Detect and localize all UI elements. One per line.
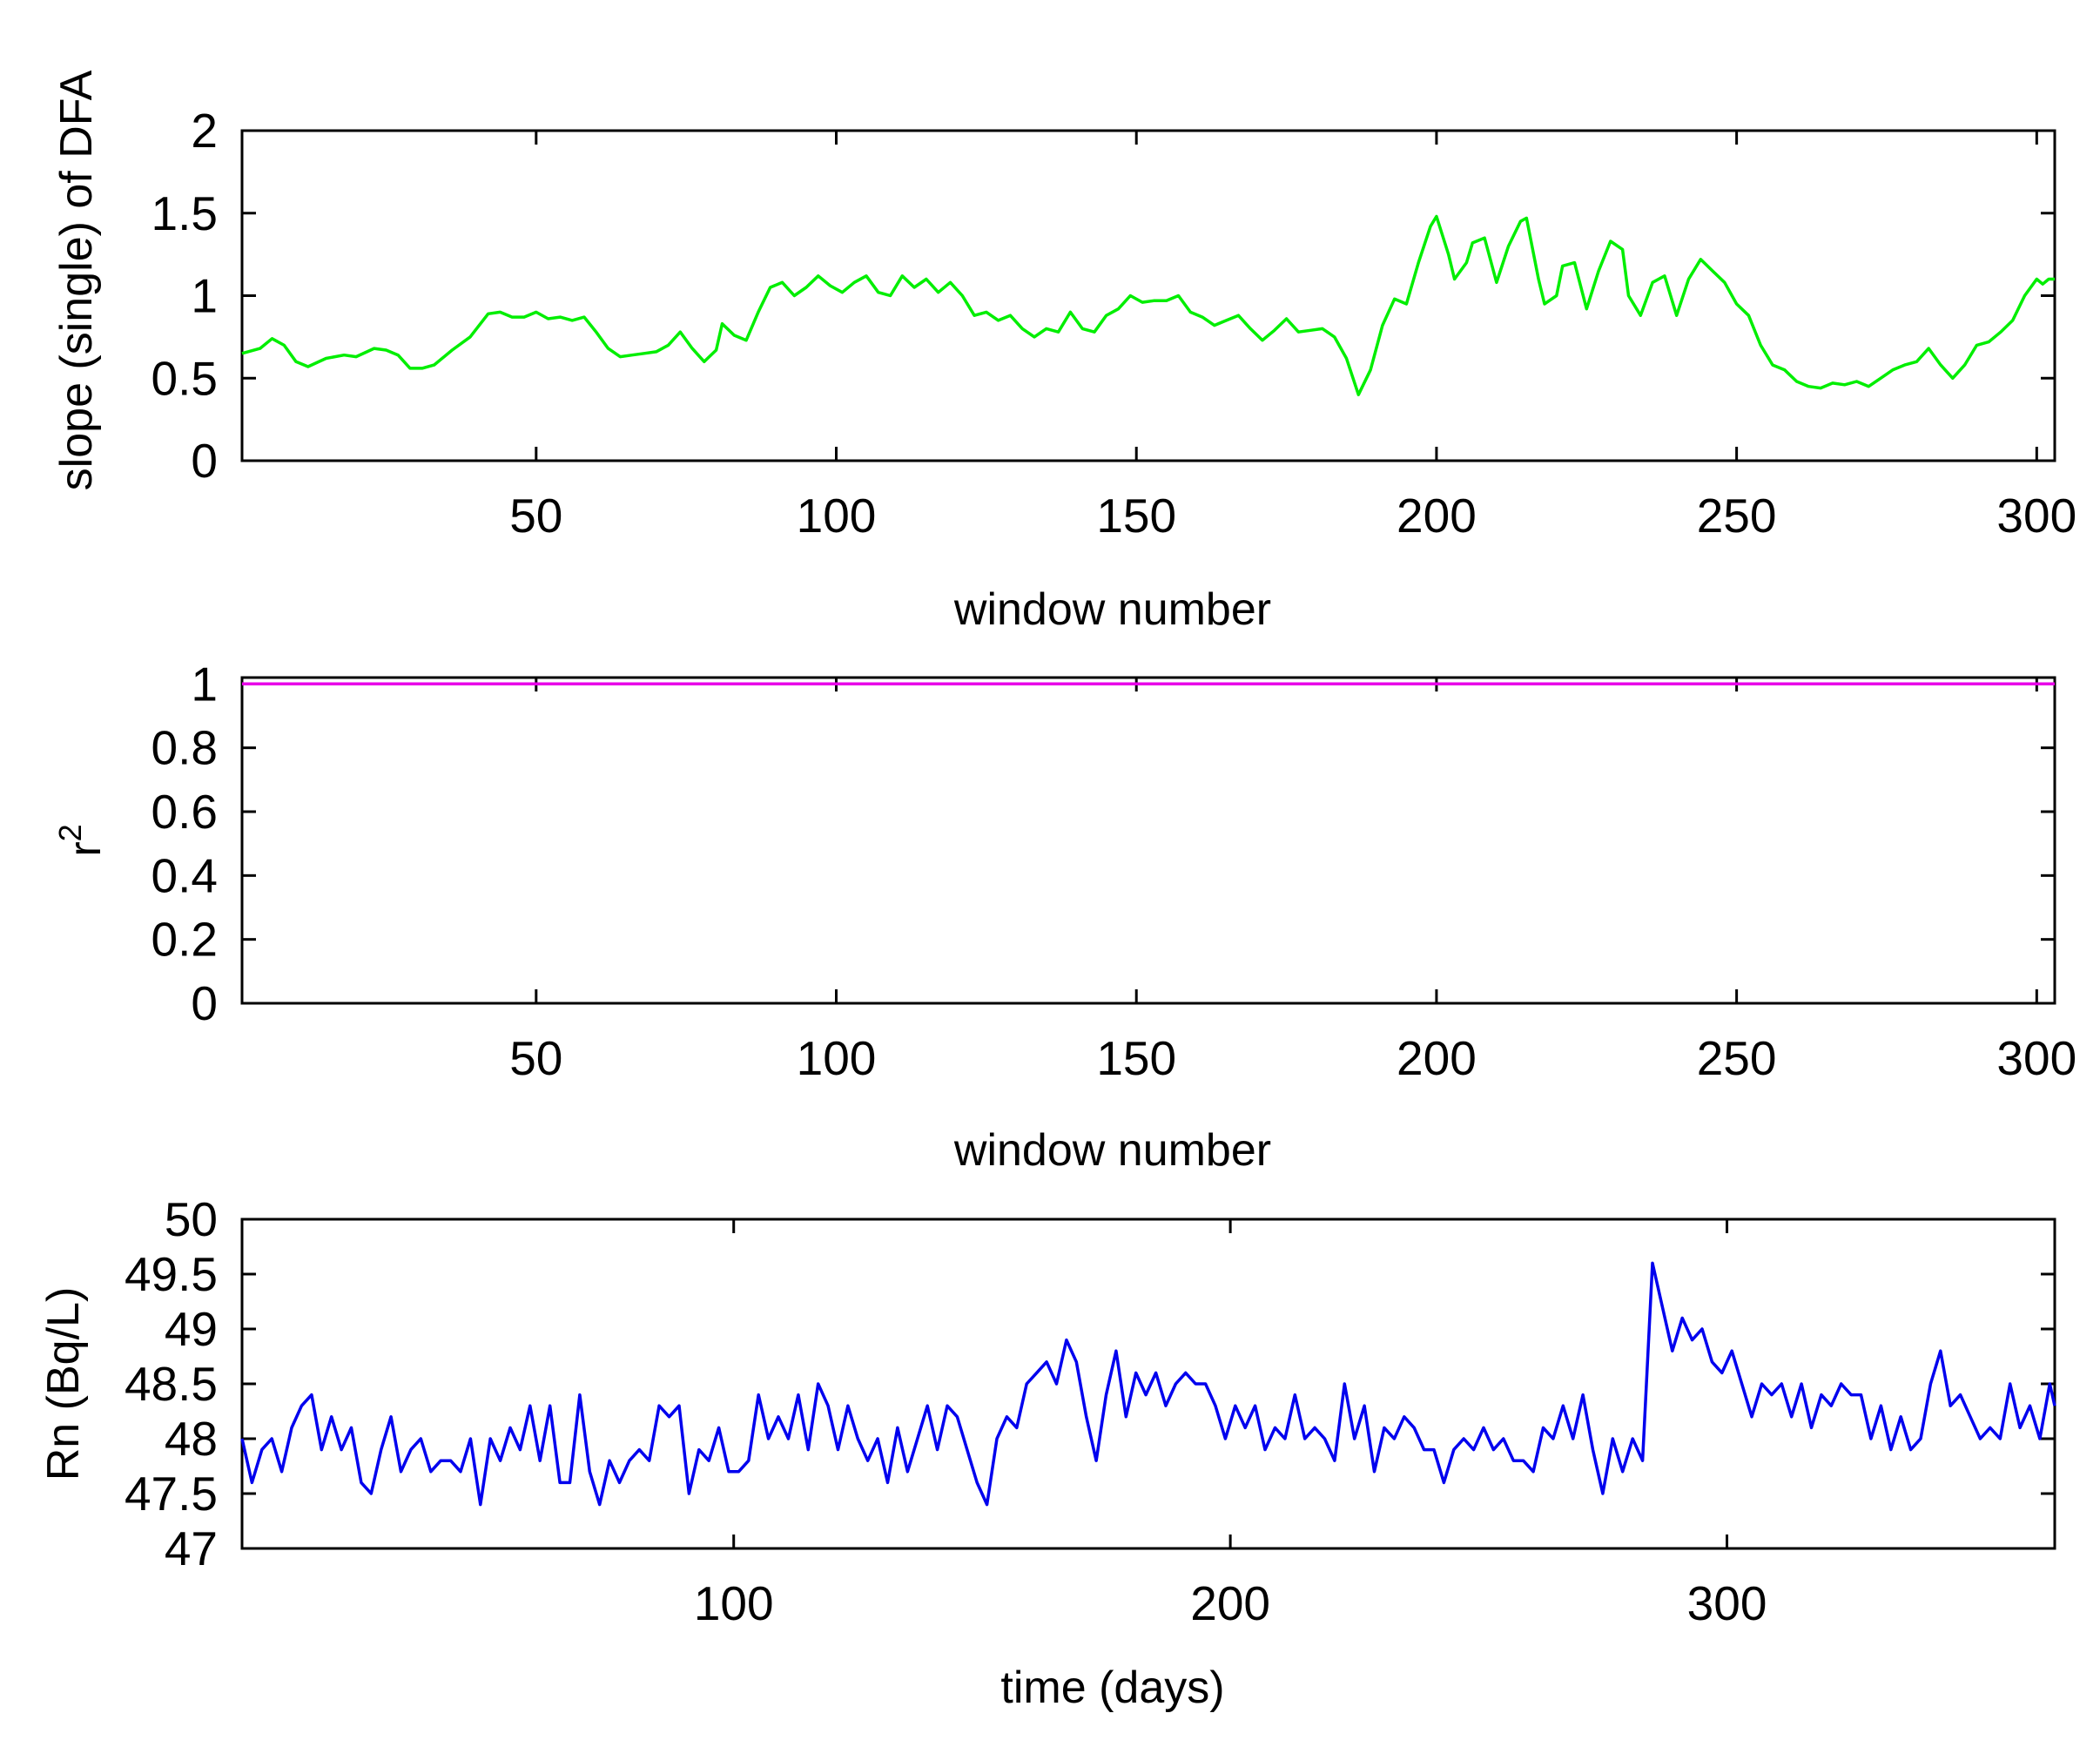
y-tick-label: 0.5 [151, 351, 218, 405]
series-group [241, 214, 2055, 396]
y-tick-label: 48 [165, 1412, 218, 1466]
x-tick-label: 150 [1096, 1031, 1176, 1085]
x-tick-label: 300 [1996, 489, 2076, 543]
plot-frame [240, 676, 2056, 1005]
y-tick-label: 1 [191, 269, 218, 323]
series-group [240, 1261, 2056, 1507]
x-tick-label: 200 [1397, 489, 1477, 543]
axis-ticks [242, 678, 2055, 1005]
x-axis-label: window number [953, 1125, 1271, 1176]
y-axis-label-superscript: 2 [52, 824, 88, 841]
y-tick-label: 0.8 [151, 721, 218, 775]
x-tick-label: 300 [1687, 1576, 1767, 1630]
y-axis-label: r2 [52, 824, 111, 856]
y-tick-label: 48.5 [125, 1357, 218, 1411]
y-tick-label: 1 [191, 657, 218, 711]
x-tick-label: 250 [1697, 1031, 1777, 1085]
x-tick-label: 100 [797, 1031, 877, 1085]
axis-ticks [242, 129, 2055, 462]
tick-labels: 50 100 150 200 250 300 0 0.5 1 1.5 2 [151, 104, 2077, 543]
tick-labels: 50 100 150 200 250 300 0 0.2 0.4 0.6 0.8 1 [151, 657, 2077, 1085]
y-tick-label: 0.2 [151, 913, 218, 967]
x-tick-label: 100 [694, 1576, 774, 1630]
axis-ticks [242, 1218, 2055, 1550]
series-line-0 [241, 214, 2055, 396]
y-tick-label: 1.5 [151, 186, 218, 240]
x-tick-label: 300 [1996, 1031, 2076, 1085]
x-tick-label: 150 [1096, 489, 1176, 543]
y-tick-label: 0.4 [151, 848, 218, 902]
plot-frame [240, 129, 2056, 462]
y-tick-label: 0.6 [151, 785, 218, 839]
y-tick-label: 2 [191, 104, 218, 158]
x-tick-label: 50 [509, 489, 562, 543]
x-axis-label: time (days) [1000, 1663, 1224, 1713]
x-tick-label: 200 [1397, 1031, 1477, 1085]
y-tick-label: 47 [165, 1521, 218, 1575]
y-tick-label: 49 [165, 1302, 218, 1356]
y-tick-label: 47.5 [125, 1467, 218, 1521]
x-tick-label: 50 [509, 1031, 562, 1085]
x-tick-label: 200 [1190, 1576, 1270, 1630]
y-tick-label: 50 [165, 1192, 218, 1246]
x-tick-label: 100 [797, 489, 877, 543]
x-tick-label: 250 [1697, 489, 1777, 543]
y-tick-label: 49.5 [125, 1247, 218, 1301]
dfa-slope-panel: 50 100 150 200 250 300 0 0.5 1 1.5 2 window number… [51, 70, 2076, 635]
series-line-0 [240, 1261, 2056, 1507]
y-axis-label-base: r [60, 841, 111, 856]
y-tick-label: 0 [191, 976, 218, 1030]
y-axis-label: slope (single) of DFA [51, 70, 102, 490]
r-squared-panel: 50 100 150 200 250 300 0 0.2 0.4 0.6 0.8 1 window n… [52, 657, 2076, 1176]
y-axis-label: Rn (Bq/L) [38, 1287, 89, 1481]
y-tick-label: 0 [191, 434, 218, 488]
x-axis-label: window number [953, 584, 1271, 635]
